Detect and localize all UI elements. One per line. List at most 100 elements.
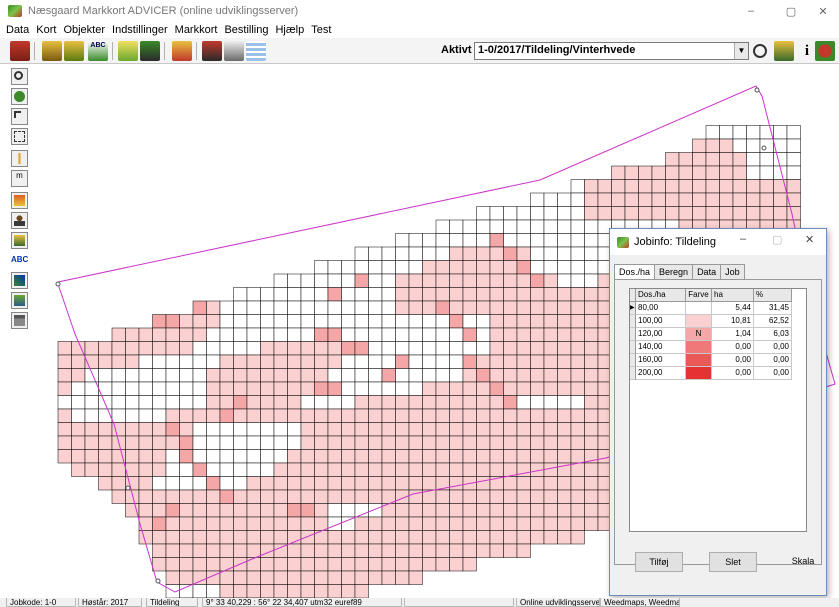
grid-cell[interactable] [705,125,720,140]
grid-cell[interactable] [516,381,531,396]
grid-cell[interactable] [260,489,275,504]
cell-pct[interactable]: 62,52 [754,315,792,328]
grid-cell[interactable] [449,462,464,477]
grid-cell[interactable] [449,530,464,545]
grid-cell[interactable] [246,503,261,518]
grid-cell[interactable] [260,462,275,477]
grid-cell[interactable] [192,408,207,423]
grid-cell[interactable] [449,543,464,558]
grid-cell[interactable] [570,179,585,194]
grid-cell[interactable] [584,395,599,410]
grid-cell[interactable] [530,206,545,221]
grid-cell[interactable] [179,408,194,423]
grid-cell[interactable] [327,368,342,383]
grid-cell[interactable] [584,341,599,356]
grid-cell[interactable] [287,300,302,315]
grid-cell[interactable] [624,192,639,207]
grid-cell[interactable] [152,462,167,477]
grid-cell[interactable] [233,314,248,329]
search-icon[interactable] [753,44,767,58]
grid-cell[interactable] [530,516,545,531]
grid-cell[interactable] [368,476,383,491]
grid-cell[interactable] [462,341,477,356]
grid-cell[interactable] [287,435,302,450]
grid-cell[interactable] [530,530,545,545]
grid-cell[interactable] [476,354,491,369]
grid-cell[interactable] [584,273,599,288]
grid-cell[interactable] [111,462,126,477]
grid-cell[interactable] [381,516,396,531]
grid-cell[interactable] [273,368,288,383]
grid-cell[interactable] [206,408,221,423]
grid-cell[interactable] [584,206,599,221]
grid-cell[interactable] [273,422,288,437]
grid-cell[interactable] [786,125,801,140]
grid-cell[interactable] [233,422,248,437]
grid-cell[interactable] [584,462,599,477]
grid-cell[interactable] [233,287,248,302]
grid-cell[interactable] [138,354,153,369]
grid-cell[interactable] [246,300,261,315]
grid-cell[interactable] [530,233,545,248]
grid-cell[interactable] [165,408,180,423]
grid-cell[interactable] [341,341,356,356]
grid-cell[interactable] [273,354,288,369]
grid-cell[interactable] [435,462,450,477]
grid-cell[interactable] [557,435,572,450]
grid-cell[interactable] [381,422,396,437]
grid-cell[interactable] [557,341,572,356]
grid-cell[interactable] [381,408,396,423]
grid-cell[interactable] [503,219,518,234]
grid-cell[interactable] [98,341,113,356]
grid-cell[interactable] [341,408,356,423]
restore-button[interactable]: ▢ [785,5,797,18]
grid-cell[interactable] [300,557,315,572]
grid-cell[interactable] [273,435,288,450]
grid-cell[interactable] [125,395,140,410]
grid-cell[interactable] [759,206,774,221]
grid-cell[interactable] [98,368,113,383]
grid-cell[interactable] [219,327,234,342]
grid-cell[interactable] [395,503,410,518]
grid-cell[interactable] [327,570,342,585]
grid-cell[interactable] [246,314,261,329]
grid-cell[interactable] [111,408,126,423]
grid-cell[interactable] [435,300,450,315]
grid-cell[interactable] [543,260,558,275]
cell-pct[interactable]: 0,00 [754,367,792,380]
grid-cell[interactable] [719,152,734,167]
grid-cell[interactable] [314,557,329,572]
grid-cell[interactable] [273,570,288,585]
grid-cell[interactable] [408,300,423,315]
grid-cell[interactable] [314,435,329,450]
grid-cell[interactable] [449,516,464,531]
grid-cell[interactable] [435,368,450,383]
grid-cell[interactable] [152,314,167,329]
grid-cell[interactable] [543,314,558,329]
grid-cell[interactable] [300,449,315,464]
grid-cell[interactable] [597,179,612,194]
grid-cell[interactable] [233,476,248,491]
grid-cell[interactable] [584,260,599,275]
grid-cell[interactable] [489,206,504,221]
col-farve[interactable]: Farve [686,289,712,302]
grid-cell[interactable] [381,449,396,464]
grid-cell[interactable] [489,543,504,558]
grid-cell[interactable] [570,449,585,464]
grid-cell[interactable] [449,341,464,356]
grid-cell[interactable] [381,273,396,288]
grid-cell[interactable] [327,476,342,491]
grid-cell[interactable] [273,273,288,288]
grid-cell[interactable] [557,233,572,248]
grid-cell[interactable] [489,530,504,545]
report-icon[interactable] [202,41,222,61]
grid-cell[interactable] [543,476,558,491]
active-job-dropdown[interactable]: 1-0/2017/Tildeling/Vinterhvede ▼ [474,42,749,60]
grid-cell[interactable] [530,273,545,288]
grid-cell[interactable] [300,395,315,410]
grid-cell[interactable] [476,260,491,275]
grid-cell[interactable] [435,395,450,410]
grid-cell[interactable] [368,557,383,572]
grid-cell[interactable] [192,516,207,531]
grid-cell[interactable] [449,327,464,342]
